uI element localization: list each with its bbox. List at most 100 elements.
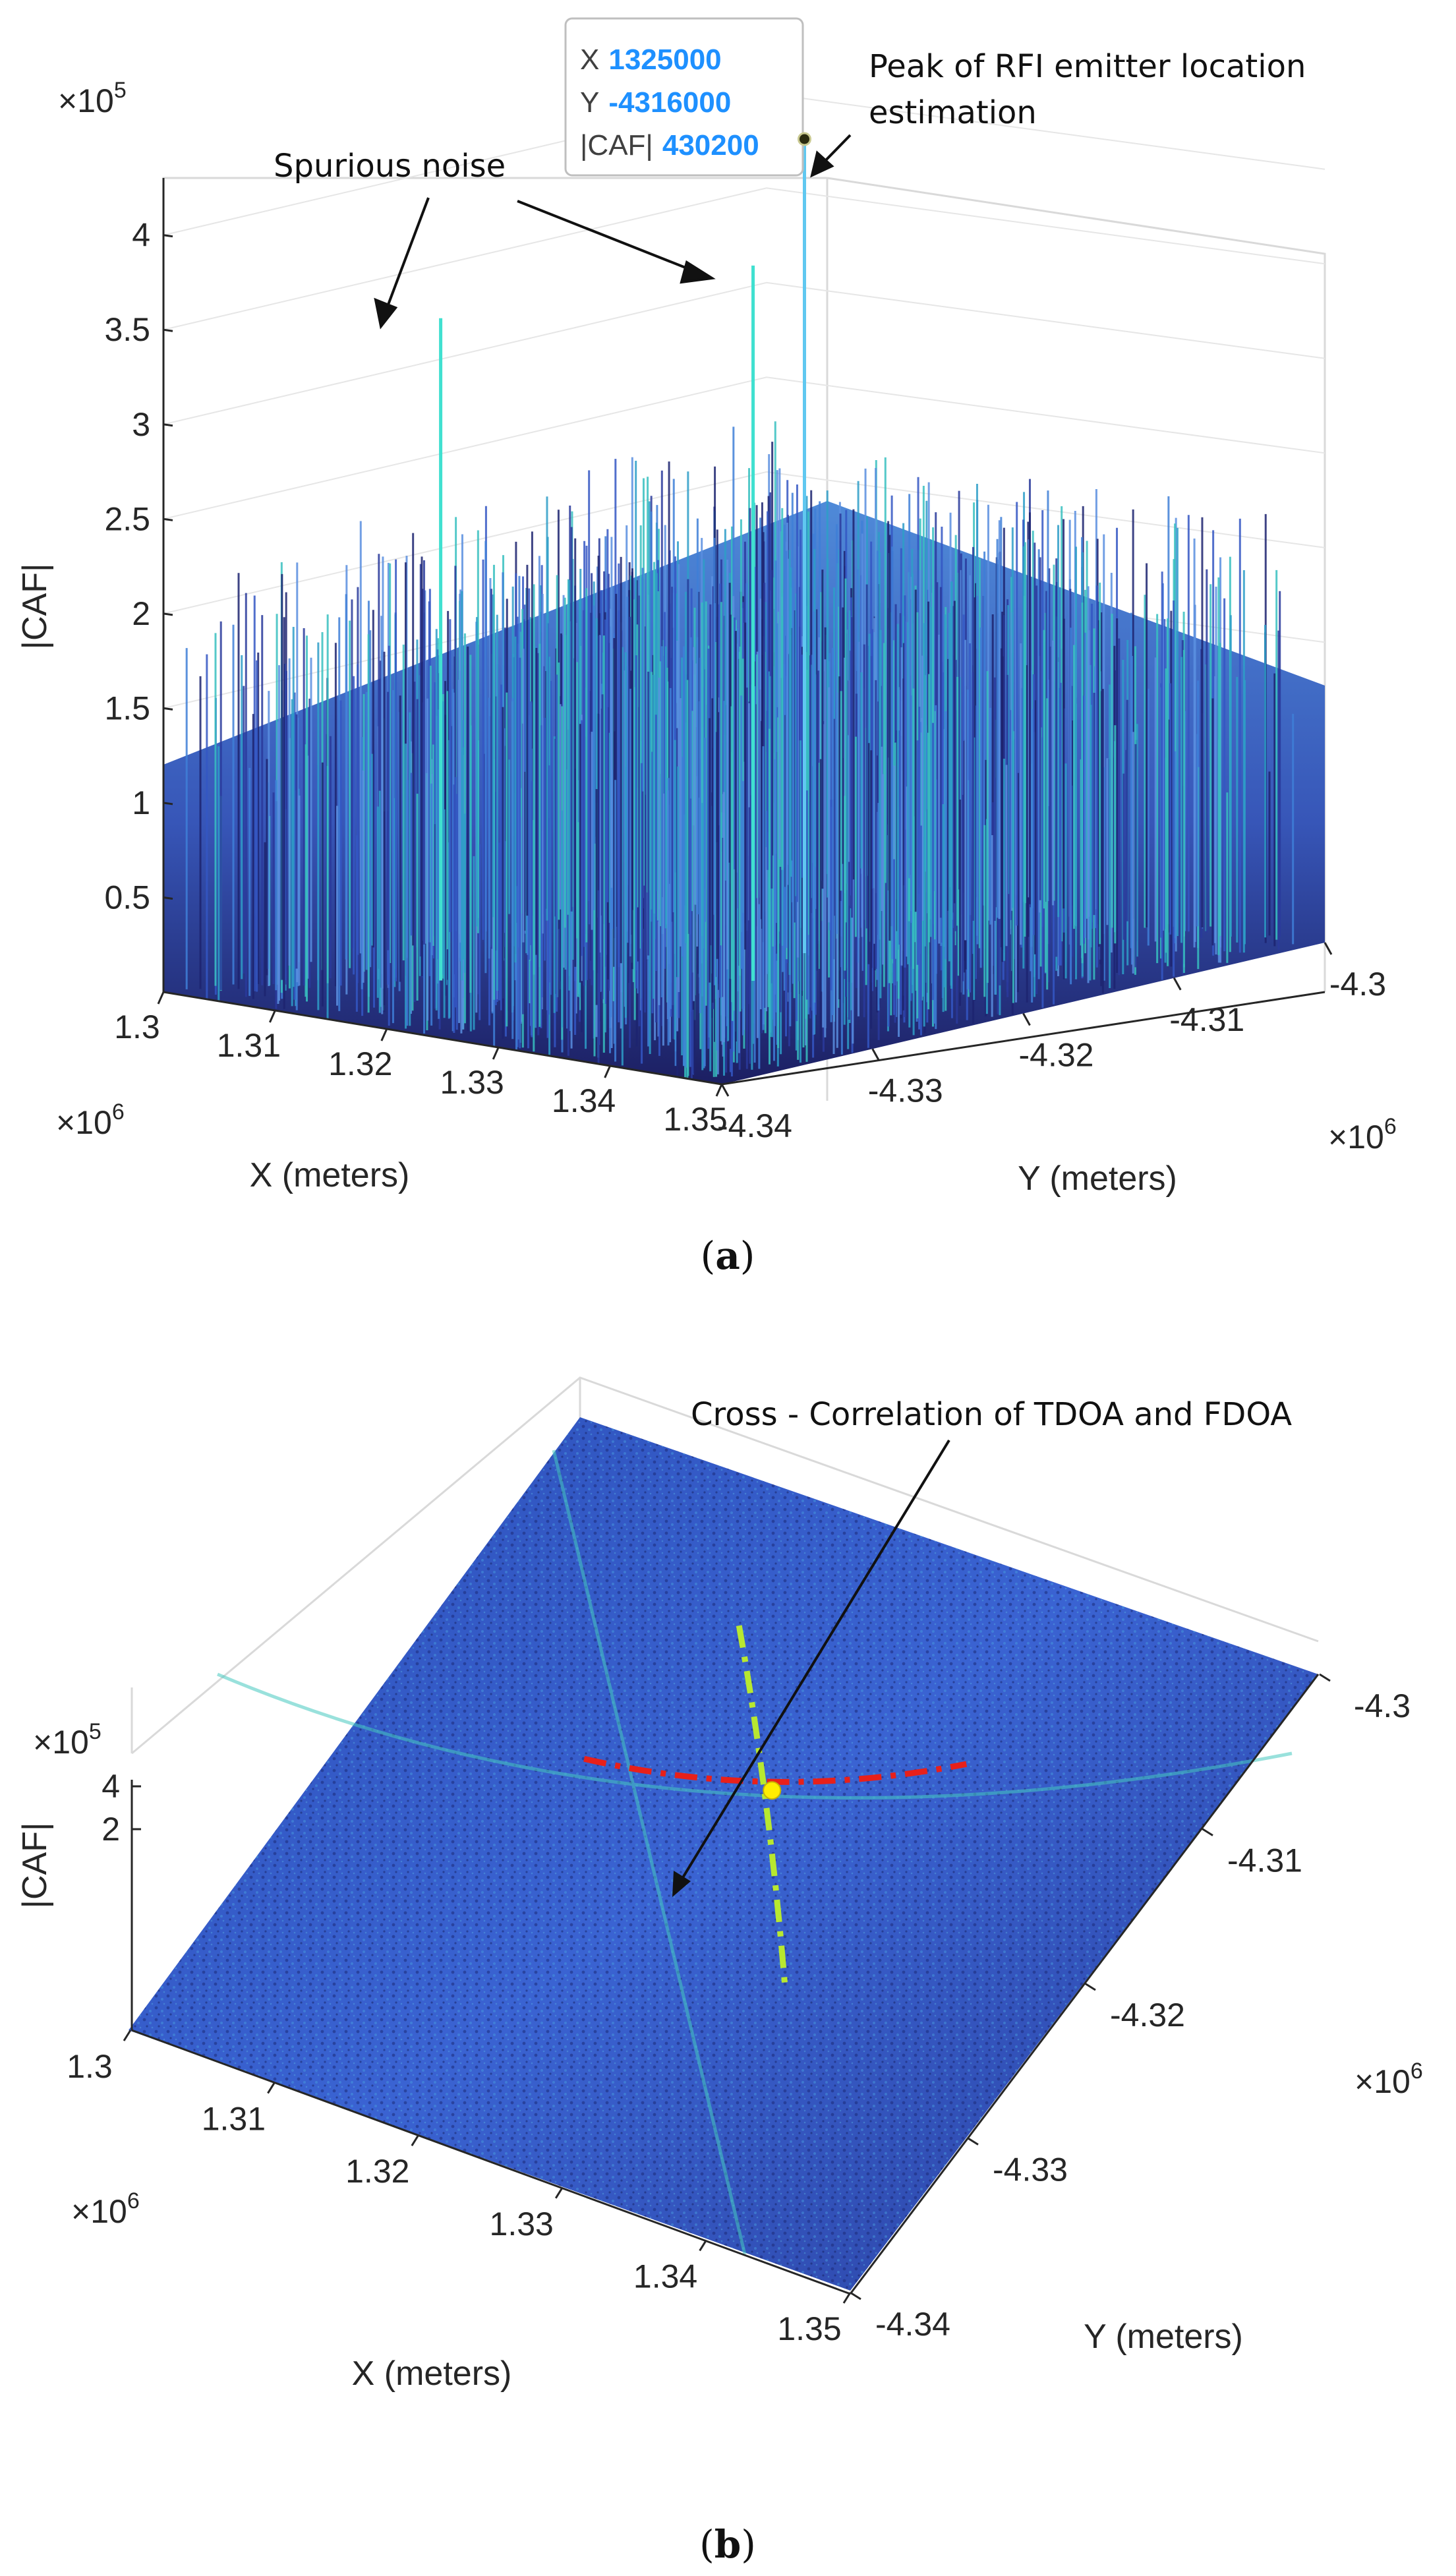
x-tick-mark xyxy=(842,2292,852,2304)
y-tick-label: -4.34 xyxy=(875,2306,950,2343)
z-tick-label: 4 xyxy=(132,217,150,254)
panel-a-z-gridline xyxy=(163,187,1325,331)
panel-a-ticks: 0.511.522.533.541.3 1.31 1.32 1.33 1.34 1.35-… xyxy=(104,217,1386,1144)
peak-arrow xyxy=(821,134,852,165)
spurious-arrow-right xyxy=(517,200,693,272)
panel-b-surface xyxy=(129,1417,1318,2291)
panel-b-surface-texture xyxy=(129,1417,1318,2291)
z-tick-label: 1.5 xyxy=(104,689,150,726)
z-tick-mark xyxy=(163,423,173,427)
panel-a-z-gridline xyxy=(163,471,1325,614)
panel-a-z-exponent: ×105 xyxy=(58,78,127,119)
x-tick-mark xyxy=(554,2187,564,2199)
z-tick-mark xyxy=(163,707,173,711)
fdoa-curve xyxy=(736,1625,788,1989)
x-tick-mark xyxy=(380,1028,388,1041)
x-tick-mark xyxy=(267,2082,276,2094)
z-tick-label: 0.5 xyxy=(104,879,150,916)
x-tick-label: 1.33 xyxy=(440,1064,504,1101)
panel-a-z-gridline xyxy=(163,376,1325,520)
peak-marker[interactable] xyxy=(798,132,811,146)
z-tick-label: 4 xyxy=(102,1768,120,1805)
x-tick-label: 1.3 xyxy=(67,2048,113,2085)
z-tick-mark xyxy=(163,612,173,616)
peak-datatip[interactable]: X 1325000 Y -4316000 |CAF| 430200 xyxy=(564,17,804,177)
intersection-marker[interactable] xyxy=(763,1781,782,1800)
z-tick-label: 3.5 xyxy=(104,311,150,348)
y-tick-mark xyxy=(720,1084,730,1097)
x-tick-mark xyxy=(715,1084,723,1097)
y-tick-label: -4.31 xyxy=(1169,1001,1244,1038)
x-tick-label: 1.35 xyxy=(663,1101,727,1138)
x-tick-label: 1.32 xyxy=(345,2153,409,2190)
y-tick-label: -4.33 xyxy=(993,2152,1068,2188)
y-tick-mark xyxy=(1022,1012,1031,1026)
panel-a-surface xyxy=(163,139,1325,1084)
y-tick-mark xyxy=(1173,978,1182,991)
panel-b-x-label: X (meters) xyxy=(352,2355,512,2393)
panel-b-axis-lines xyxy=(131,1674,1320,2295)
z-tick-label: 3 xyxy=(132,406,150,443)
x-tick-mark xyxy=(492,1047,500,1060)
panel-a-x-label: X (meters) xyxy=(250,1156,410,1194)
y-tick-mark xyxy=(871,1048,881,1061)
datatip-caf: |CAF| 430200 xyxy=(580,129,759,161)
panel-a-z-label: |CAF| xyxy=(16,563,54,649)
panel-b-caption: (b) xyxy=(699,2522,756,2567)
y-tick-label: -4.32 xyxy=(1110,1997,1185,2034)
panel-b-annotations: Cross - Correlation of TDOA and FDOA xyxy=(672,1396,1292,1897)
x-tick-mark xyxy=(604,1065,611,1078)
panel-b-x-exponent: ×106 xyxy=(71,2188,140,2230)
x-tick-label: 1.33 xyxy=(490,2206,554,2242)
datatip-y: Y -4316000 xyxy=(580,86,731,119)
panel-b-ticks: 1.31.311.321.331.341.35 -4.34-4.33-4.32-4… xyxy=(67,1673,1411,2347)
z-tick-mark xyxy=(163,802,173,805)
y-tick-label: -4.3 xyxy=(1354,1687,1411,1724)
x-tick-label: 1.3 xyxy=(114,1009,160,1045)
y-tick-mark xyxy=(850,2291,861,2300)
z-tick-label: 2 xyxy=(102,1811,120,1848)
peak-arrowhead xyxy=(810,150,834,178)
y-tick-mark xyxy=(1324,942,1333,955)
cross-correlation-label: Cross - Correlation of TDOA and FDOA xyxy=(691,1396,1292,1433)
panel-a-y-exponent: ×106 xyxy=(1328,1114,1397,1156)
panel-a-caption: (a) xyxy=(701,1233,755,1278)
panel-a-annotations: Spurious noise Peak of RFI emitter locat… xyxy=(274,48,1306,330)
z-tick-label: 2 xyxy=(132,595,150,632)
cross-correlation-arrow xyxy=(681,1439,950,1880)
z-tick-mark xyxy=(163,328,173,332)
panel-a: 0.511.522.533.541.3 1.31 1.32 1.33 1.34 1.35-… xyxy=(16,17,1397,1278)
panel-a-z-gridline xyxy=(163,281,1325,425)
z-tick-mark xyxy=(163,517,173,521)
panel-a-noise-spikes xyxy=(185,139,1295,1080)
x-tick-label: 1.34 xyxy=(633,2258,697,2295)
y-tick-mark xyxy=(1084,1982,1096,1991)
y-tick-mark xyxy=(1319,1673,1331,1682)
peak-label-line2: estimation xyxy=(869,94,1037,131)
y-tick-label: -4.3 xyxy=(1329,966,1386,1003)
x-tick-mark xyxy=(699,2239,707,2252)
spurious-arrow-left xyxy=(385,197,430,310)
x-tick-label: 1.32 xyxy=(328,1045,392,1082)
x-tick-label: 1.35 xyxy=(777,2310,841,2347)
z-tick-mark xyxy=(163,896,173,900)
panel-b-y-exponent: ×106 xyxy=(1354,2059,1423,2100)
x-tick-label: 1.31 xyxy=(202,2101,266,2138)
spurious-arrowhead-left xyxy=(374,297,398,330)
x-tick-label: 1.31 xyxy=(217,1027,281,1064)
y-tick-mark xyxy=(1202,1828,1213,1836)
spurious-arrowhead-right xyxy=(680,260,716,284)
panel-b-z-label: |CAF| xyxy=(16,1822,54,1908)
peak-label-line1: Peak of RFI emitter location xyxy=(869,48,1306,85)
panel-a-axis-lines xyxy=(162,178,1325,1086)
x-tick-mark xyxy=(411,2134,420,2146)
panel-a-x-exponent: ×106 xyxy=(56,1099,125,1141)
x-tick-label: 1.34 xyxy=(552,1082,616,1119)
y-tick-mark xyxy=(967,2137,979,2146)
datatip-x: X 1325000 xyxy=(580,44,722,76)
panel-b-ridges xyxy=(217,1449,1293,2255)
y-tick-label: -4.34 xyxy=(717,1107,792,1144)
z-tick-label: 2.5 xyxy=(104,500,150,537)
z-tick-label: 1 xyxy=(132,784,150,821)
